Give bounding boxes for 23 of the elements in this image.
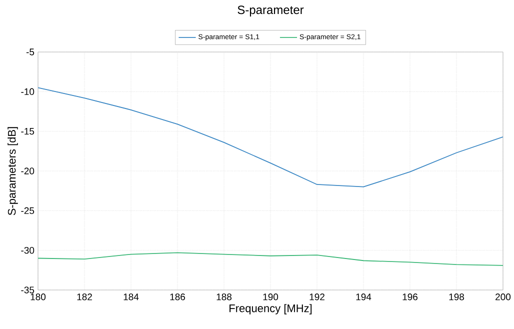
y-tick-label: -5 xyxy=(26,48,34,56)
y-axis-title: S-parameters [dB] xyxy=(8,127,18,216)
x-tick-label: 194 xyxy=(356,294,372,300)
x-tick-label: 192 xyxy=(310,294,324,300)
y-tick-label: -30 xyxy=(21,246,34,254)
x-tick-label: 180 xyxy=(30,294,46,300)
x-tick-label: 198 xyxy=(449,294,464,300)
y-tick-label: -10 xyxy=(21,88,34,96)
chart-title: S-parameter xyxy=(238,6,304,16)
x-axis-title: Frequency [MHz] xyxy=(230,304,312,314)
y-tick-label: -25 xyxy=(21,207,34,214)
x-tick-label: 182 xyxy=(77,294,92,300)
x-tick-label: 186 xyxy=(170,294,186,300)
x-tick-label: 200 xyxy=(496,294,511,300)
x-tick-label: 190 xyxy=(263,294,278,300)
y-tick-label: -20 xyxy=(21,168,34,174)
x-tick-label: 188 xyxy=(216,294,232,300)
line-series xyxy=(38,87,503,188)
x-tick-label: 184 xyxy=(124,294,139,300)
line-series xyxy=(38,252,503,266)
x-tick-label: 196 xyxy=(402,294,418,300)
y-tick-label: -15 xyxy=(21,128,34,135)
y-tick-label: -35 xyxy=(21,286,34,294)
